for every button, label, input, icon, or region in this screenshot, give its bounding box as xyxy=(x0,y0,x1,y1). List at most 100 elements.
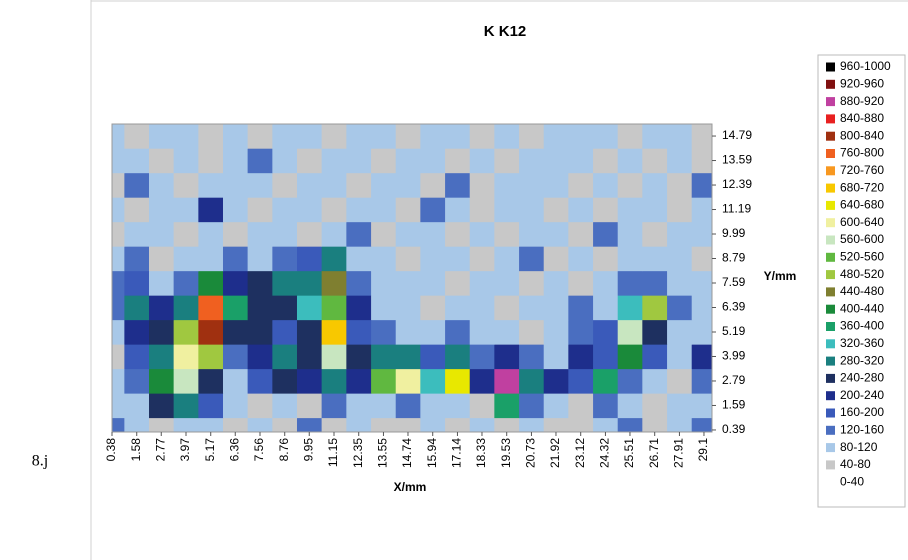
heat-cell xyxy=(222,148,249,174)
heat-cell xyxy=(272,393,298,419)
heat-cell xyxy=(543,148,569,174)
heat-cell xyxy=(112,295,125,321)
heat-cell xyxy=(691,368,712,394)
heat-cell xyxy=(642,344,668,370)
heat-cell xyxy=(420,319,446,345)
heat-cell xyxy=(395,319,421,345)
heat-cell xyxy=(445,221,471,247)
heat-cell xyxy=(519,295,545,321)
heat-cell xyxy=(642,368,668,394)
heat-cell xyxy=(568,172,594,198)
heat-cell xyxy=(642,197,668,223)
heat-cell xyxy=(296,344,323,370)
heat-cell xyxy=(691,344,712,370)
heat-cell xyxy=(112,246,125,272)
heatmap xyxy=(112,124,712,432)
heat-cell xyxy=(543,221,569,247)
heat-cell xyxy=(519,197,545,223)
heat-cell xyxy=(691,246,712,272)
heat-cell xyxy=(222,393,249,419)
legend-label: 80-120 xyxy=(840,440,878,454)
heat-cell xyxy=(445,148,471,174)
heat-cell xyxy=(593,368,619,394)
heat-cell xyxy=(568,221,594,247)
heat-cell xyxy=(371,246,397,272)
x-tick-label: 23.12 xyxy=(573,438,587,468)
heat-cell xyxy=(395,368,421,394)
heat-cell xyxy=(593,172,619,198)
heat-cell xyxy=(445,246,471,272)
heat-cell xyxy=(148,368,175,394)
heat-cell xyxy=(642,172,668,198)
legend-swatch xyxy=(826,97,835,107)
x-tick-label: 6.36 xyxy=(227,438,241,462)
heat-cell xyxy=(469,417,495,432)
heat-cell xyxy=(494,417,520,432)
heat-cell xyxy=(222,124,249,149)
heat-cell xyxy=(445,393,471,419)
heat-cell xyxy=(642,221,668,247)
heat-cell xyxy=(568,270,594,296)
heat-cell xyxy=(642,246,668,272)
heat-cell xyxy=(124,295,150,321)
x-tick-label: 24.32 xyxy=(598,438,612,468)
heat-cell xyxy=(112,270,125,296)
heat-cell xyxy=(568,393,594,419)
chart-title: K K12 xyxy=(484,23,527,40)
heat-cell xyxy=(272,270,298,296)
heat-cell xyxy=(420,344,446,370)
heat-cell xyxy=(395,417,421,432)
heat-cell xyxy=(272,172,298,198)
heat-cell xyxy=(469,148,495,174)
heat-cell xyxy=(124,344,150,370)
heat-cell xyxy=(568,368,594,394)
heat-cell xyxy=(494,270,520,296)
heat-cell xyxy=(420,124,446,149)
heat-cell xyxy=(124,124,150,149)
heat-cell xyxy=(346,270,372,296)
heat-cell xyxy=(617,270,643,296)
heat-cell xyxy=(691,417,712,432)
x-tick-label: 27.91 xyxy=(672,438,686,468)
heat-cell xyxy=(173,295,199,321)
heat-cell xyxy=(222,246,249,272)
legend-label: 240-280 xyxy=(840,371,884,385)
heat-cell xyxy=(173,368,199,394)
heat-cell xyxy=(247,368,273,394)
heat-cell xyxy=(691,295,712,321)
heat-cell xyxy=(124,246,150,272)
legend-label: 440-480 xyxy=(840,284,884,298)
heat-cell xyxy=(543,344,569,370)
legend-swatch xyxy=(826,477,835,487)
heat-cell xyxy=(469,393,495,419)
heat-cell xyxy=(198,393,224,419)
heat-cell xyxy=(296,368,323,394)
heat-cell xyxy=(642,148,668,174)
heat-cell xyxy=(296,124,323,149)
heat-cell xyxy=(371,393,397,419)
heat-cell xyxy=(691,172,712,198)
legend-swatch xyxy=(826,218,835,228)
heat-cell xyxy=(173,417,199,432)
heat-cell xyxy=(642,124,668,149)
legend-swatch xyxy=(826,252,835,262)
heat-cell xyxy=(198,368,224,394)
heat-cell xyxy=(395,197,421,223)
x-tick-label: 25.51 xyxy=(622,438,636,468)
heat-cell xyxy=(296,148,323,174)
heat-cell xyxy=(469,172,495,198)
legend-box xyxy=(817,54,906,508)
heat-cell xyxy=(519,246,545,272)
heat-cell xyxy=(173,393,199,419)
legend-swatch xyxy=(826,322,835,331)
heat-cell xyxy=(247,270,273,296)
legend-swatch xyxy=(826,443,835,453)
y-tick-label: 1.59 xyxy=(722,398,746,412)
y-tick-label: 5.19 xyxy=(722,324,746,338)
heat-cell xyxy=(321,295,347,321)
heat-cell xyxy=(148,148,175,174)
x-tick-label: 19.53 xyxy=(499,438,513,468)
y-axis-label: Y/mm xyxy=(764,269,797,283)
heat-cell xyxy=(568,197,594,223)
legend-label: 880-920 xyxy=(840,94,884,108)
